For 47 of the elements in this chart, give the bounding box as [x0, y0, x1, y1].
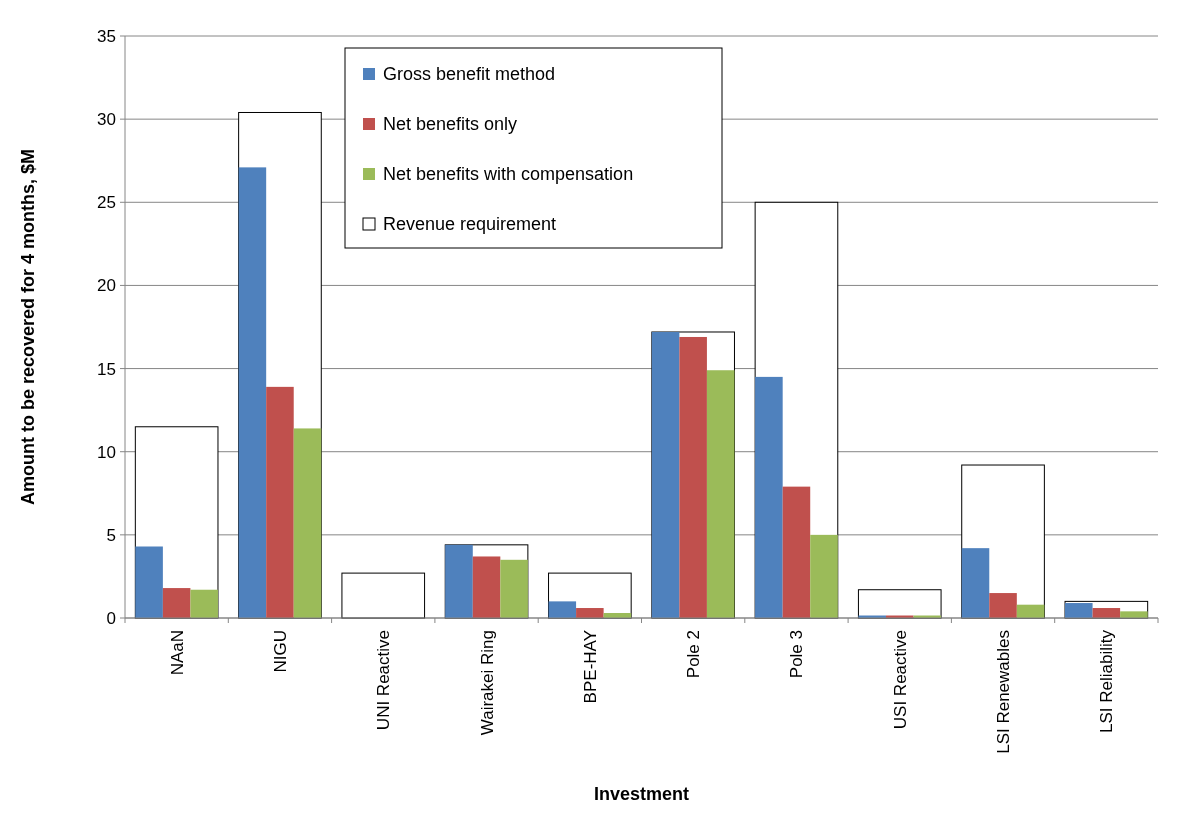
x-tick-label: LSI Reliability [1097, 629, 1117, 733]
x-tick-label: BPE-HAY [580, 630, 600, 704]
bar [548, 601, 577, 618]
bar [341, 572, 426, 619]
y-tick-label: 30 [97, 110, 116, 130]
y-tick-label: 20 [97, 276, 116, 296]
bar [961, 548, 990, 618]
bar [651, 331, 680, 618]
bar [1065, 603, 1093, 618]
bar [472, 556, 501, 618]
y-tick-label: 10 [97, 442, 116, 462]
x-tick-label: UNI Reactive [374, 630, 394, 731]
x-tick-label: NIGU [270, 630, 290, 673]
bar [500, 559, 528, 618]
y-tick-label: 15 [97, 359, 116, 379]
bar [706, 370, 735, 618]
bar [445, 544, 473, 618]
bar [1120, 611, 1148, 618]
bar [679, 336, 707, 618]
bar [135, 546, 163, 618]
x-tick-label: Pole 3 [787, 630, 807, 679]
bar [755, 376, 783, 618]
y-tick-label: 25 [97, 193, 116, 213]
x-axis-title: Investment [593, 784, 690, 804]
y-tick-label: 5 [106, 525, 116, 545]
x-tick-label: LSI Renewables [994, 630, 1013, 754]
x-tick-label: Wairakei Ring [477, 630, 497, 736]
legend-label: Gross benefit method [383, 64, 556, 85]
bar [162, 588, 191, 618]
legend-label: Net benefits with compensation [383, 164, 634, 185]
bar [989, 593, 1017, 618]
legend-label: Revenue requirement [383, 214, 557, 235]
bar [857, 589, 942, 619]
bar [810, 534, 838, 618]
bar [782, 486, 811, 618]
bar [190, 589, 218, 618]
bar [576, 608, 604, 618]
bar [238, 167, 267, 618]
bar [266, 386, 294, 618]
y-tick-label: 35 [97, 26, 116, 46]
x-tick-label: USI Reactive [890, 630, 910, 730]
y-tick-label: 0 [106, 608, 116, 628]
y-axis-title: Amount to be recovered for 4 months, $M [18, 148, 38, 506]
x-tick-label: Pole 2 [684, 630, 704, 679]
legend-label: Net benefits only [383, 114, 518, 135]
bar [293, 428, 322, 618]
x-tick-label: NAaN [167, 630, 187, 676]
